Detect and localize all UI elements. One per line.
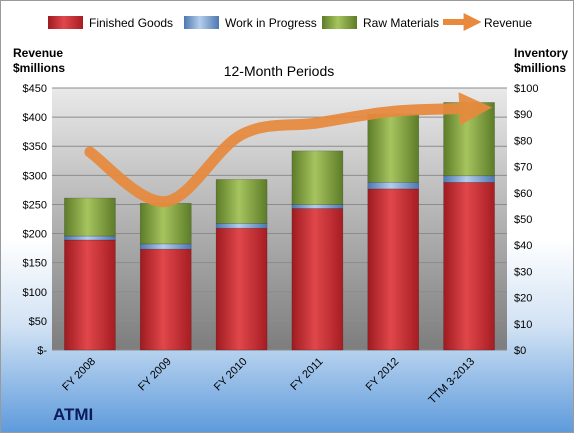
company-name: ATMI — [53, 405, 94, 424]
bar-work-in-progress — [139, 243, 192, 250]
right-tick-label: $70 — [514, 162, 532, 174]
bar-work-in-progress — [215, 223, 268, 229]
bar-raw-materials — [139, 202, 192, 245]
bar-work-in-progress — [367, 182, 420, 190]
bar-finished-goods — [64, 239, 116, 351]
left-tick-label: $250 — [23, 199, 47, 211]
legend-label-raw-materials: Raw Materials — [363, 16, 439, 30]
legend-label-work-in-progress: Work in Progress — [225, 16, 317, 30]
bar-raw-materials — [291, 150, 344, 205]
x-tick-label: FY 2008 — [60, 356, 98, 394]
right-tick-label: $100 — [514, 83, 538, 95]
right-tick-label: $60 — [514, 188, 532, 200]
revenue-line-group — [84, 92, 493, 208]
legend-swatch-work-in-progress — [184, 16, 219, 29]
bar-work-in-progress — [64, 235, 116, 241]
bar-raw-materials — [64, 197, 116, 237]
bar-finished-goods — [215, 227, 268, 351]
right-tick-label: $30 — [514, 266, 532, 278]
legend-swatch-finished-goods — [48, 16, 83, 29]
x-tick-label: FY 2010 — [212, 356, 250, 394]
x-tick-label: FY 2009 — [136, 356, 174, 394]
right-tick-label: $90 — [514, 109, 532, 121]
right-tick-label: $10 — [514, 319, 532, 331]
left-tick-label: $50 — [29, 316, 47, 328]
left-tick-label: $450 — [23, 83, 47, 95]
right-tick-label: $40 — [514, 240, 532, 252]
bar-finished-goods — [139, 248, 192, 351]
right-tick-label: $0 — [514, 345, 526, 357]
bar-work-in-progress — [443, 175, 495, 183]
plot-area — [52, 88, 507, 350]
bar-finished-goods — [367, 188, 420, 351]
left-axis-title-line1: Revenue — [13, 46, 63, 60]
legend: Finished Goods Work in Progress Raw Mate… — [48, 13, 532, 31]
x-tick-label: TTM 3-2013 — [426, 356, 477, 407]
legend-swatch-raw-materials — [322, 16, 357, 29]
left-tick-label: $400 — [23, 112, 47, 124]
right-tick-label: $80 — [514, 135, 532, 147]
left-tick-label: $- — [37, 345, 47, 357]
right-tick-label: $20 — [514, 293, 532, 305]
left-tick-label: $350 — [23, 141, 47, 153]
bar-work-in-progress — [291, 204, 344, 209]
right-axis: $0 $10 $20 $30 $40 $50 $60 $70 $80 $90 $100 — [514, 83, 538, 357]
left-axis: $- $50 $100 $150 $200 $250 $300 $350 $400 $450 — [23, 83, 48, 357]
bar-finished-goods — [443, 182, 495, 351]
x-axis: FY 2008 FY 2009 FY 2010 FY 2011 FY 2012 TTM 3… — [60, 356, 477, 407]
right-axis-title-line2: $millions — [514, 61, 566, 75]
left-axis-title-line2: $millions — [13, 61, 65, 75]
legend-label-revenue: Revenue — [484, 16, 532, 30]
left-tick-label: $300 — [23, 170, 47, 182]
bar-raw-materials — [367, 113, 420, 183]
right-tick-label: $50 — [514, 214, 532, 226]
bar-finished-goods — [291, 208, 344, 351]
x-tick-label: FY 2012 — [364, 356, 402, 394]
bar-raw-materials — [215, 179, 268, 224]
revenue-line — [84, 92, 493, 208]
left-tick-label: $150 — [23, 258, 47, 270]
chart-title: 12-Month Periods — [224, 63, 335, 79]
legend-label-finished-goods: Finished Goods — [89, 16, 173, 30]
bars — [64, 102, 495, 351]
left-tick-label: $100 — [23, 287, 47, 299]
left-tick-label: $200 — [23, 229, 47, 241]
gridlines — [52, 87, 507, 351]
right-axis-title-line1: Inventory — [514, 46, 568, 60]
x-tick-label: FY 2011 — [288, 356, 325, 393]
